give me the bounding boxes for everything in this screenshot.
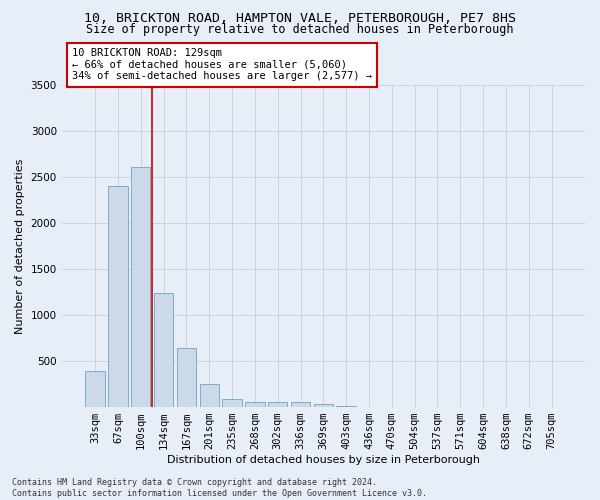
Text: 10 BRICKTON ROAD: 129sqm
← 66% of detached houses are smaller (5,060)
34% of sem: 10 BRICKTON ROAD: 129sqm ← 66% of detach… <box>72 48 372 82</box>
Text: 10, BRICKTON ROAD, HAMPTON VALE, PETERBOROUGH, PE7 8HS: 10, BRICKTON ROAD, HAMPTON VALE, PETERBO… <box>84 12 516 26</box>
Bar <box>154 293 173 407</box>
Bar <box>131 168 151 407</box>
Bar <box>108 186 128 407</box>
Bar <box>314 404 333 407</box>
Bar <box>337 406 356 407</box>
Bar <box>223 399 242 407</box>
Bar <box>291 402 310 407</box>
Bar <box>200 384 219 407</box>
Bar <box>268 402 287 407</box>
Bar <box>245 402 265 407</box>
Text: Size of property relative to detached houses in Peterborough: Size of property relative to detached ho… <box>86 22 514 36</box>
Text: Contains HM Land Registry data © Crown copyright and database right 2024.
Contai: Contains HM Land Registry data © Crown c… <box>12 478 427 498</box>
Bar <box>177 348 196 407</box>
X-axis label: Distribution of detached houses by size in Peterborough: Distribution of detached houses by size … <box>167 455 480 465</box>
Bar <box>85 371 105 407</box>
Y-axis label: Number of detached properties: Number of detached properties <box>15 158 25 334</box>
